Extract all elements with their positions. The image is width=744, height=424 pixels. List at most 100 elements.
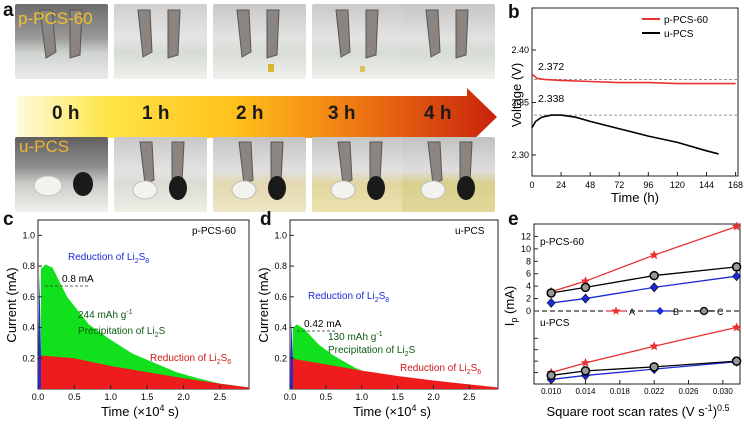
panel-d-ytick-label-0: 0.2 (274, 353, 287, 363)
panel-b-xtick-label-4: 96 (643, 180, 653, 190)
photo-top-3h (312, 4, 405, 79)
panel-e-point-3-1 (580, 357, 591, 367)
panel-b-legend-1: u-PCS (664, 29, 694, 40)
panel-e-xtick-label-4: 0.026 (678, 387, 699, 396)
panel-d-note-s6: Reduction of Li2S6 (400, 363, 481, 376)
panel-d-title: u-PCS (455, 226, 485, 237)
panel-c-xtick-label-1: 0.5 (68, 392, 81, 402)
panel-c-precipitation: Precipitation of Li2S (78, 326, 166, 339)
photo-bottom-2h (213, 137, 306, 212)
panel-b-series-p-PCS-60 (531, 73, 736, 85)
panel-c-label: c (3, 209, 14, 230)
panel-a-drawings (17, 9, 497, 146)
panel-e-point-1-2 (649, 282, 659, 293)
panel-c-ytick-label-2: 0.6 (22, 292, 35, 302)
panel-c-ylabel: Current (mA) (4, 267, 19, 342)
panel-c-xtick-label-0: 0.0 (32, 392, 45, 402)
panel-d-label: d (260, 209, 272, 230)
panel-e-xtick-label-1: 0.014 (575, 387, 596, 396)
panel-e-legend-marker-0 (611, 306, 621, 315)
panel-d-ytick-label-4: 1.0 (274, 230, 287, 240)
panel-e-xtick-label-2: 0.018 (610, 387, 631, 396)
panel-e-ytick-label-1: 2 (526, 294, 531, 304)
panel-d-xtick-label-2: 1.0 (355, 392, 368, 402)
photo-top-2h (213, 4, 306, 79)
panel-d-area-reduction-s6 (290, 358, 498, 389)
panel-c-note-s8: Reduction of Li2S8 (68, 252, 149, 265)
panel-e-point-3-2 (649, 341, 659, 351)
panel-b-frame (531, 7, 739, 177)
panel-b-xtick-label-5: 120 (670, 180, 685, 190)
panel-b-annot-2372: 2.372 (538, 61, 564, 73)
panel-b-xtick-label-6: 144 (699, 180, 714, 190)
panel-c-area-reduction-s6 (38, 355, 249, 389)
panel-c-xlabel: Time (×104 s) (101, 403, 179, 419)
panel-c-capacity: 244 mAh g-1 (78, 309, 133, 321)
panel-c-ytick-label-4: 1.0 (22, 230, 35, 240)
panel-e-point-3-3 (731, 322, 742, 332)
panel-d-xtick-label-5: 2.5 (463, 392, 476, 402)
panel-e-point-5-0 (546, 370, 556, 381)
panel-e-legend-label-2: C (717, 307, 724, 317)
panel-d-xtick-label-1: 0.5 (320, 392, 333, 402)
photo-bottom-1h (114, 137, 207, 212)
time-label-3h: 3 h (328, 103, 356, 124)
photo-bottom-4h (402, 137, 495, 212)
panel-e-point-2-2 (649, 270, 659, 281)
panel-e-series-line-0 (550, 225, 737, 293)
panel-c-ytick-label-1: 0.4 (22, 323, 35, 333)
panel-b-chart: 2.30 2.35 2.40 0 24 48 72 96 120 144 168 2.372 2.… (509, 7, 743, 205)
panel-b-annot-2338: 2.338 (538, 93, 564, 105)
panel-e-ytick-label-0: 0 (526, 306, 531, 316)
panel-d-chart: 0.2 0.4 0.6 0.8 1.0 0.0 0.5 1.0 1.5 2.0 2.5 0.42 … (256, 219, 499, 419)
panel-c-ytick-label-3: 0.8 (22, 261, 35, 271)
photo-bottom-3h (312, 137, 405, 212)
photo-bottom-0h (15, 137, 108, 212)
panel-c-title: p-PCS-60 (192, 226, 236, 237)
panel-b-xtick-label-2: 48 (585, 180, 595, 190)
panel-e-point-1-1 (581, 293, 590, 304)
photo-top-4h (402, 4, 495, 79)
panel-e-ytick-label-4: 8 (526, 256, 531, 266)
panel-e-ytick-label-3: 6 (526, 269, 531, 279)
panel-e-ytick-label-2: 4 (526, 281, 531, 291)
panel-c-xtick-label-3: 1.5 (141, 392, 154, 402)
panel-b-ytick-label-2: 2.40 (511, 45, 529, 55)
panel-d-xtick-label-4: 2.0 (427, 392, 440, 402)
panel-d-ytick-label-3: 0.8 (274, 261, 287, 271)
panel-d-peak-label: 0.42 mA (304, 319, 342, 330)
panel-b-xtick-label-1: 24 (556, 180, 566, 190)
panel-e-legend-label-0: A (629, 307, 635, 317)
time-label-0h: 0 h (52, 103, 80, 124)
panel-e-xlabel: Square root scan rates (V s-1)0.5 (546, 403, 729, 419)
panel-b-ylabel: Voltage (V) (509, 63, 524, 127)
panel-b-xtick-label-7: 168 (728, 180, 743, 190)
panel-e-ytick-label-5: 10 (521, 244, 531, 254)
panel-e-series-line-4 (551, 361, 737, 381)
panel-e-bottom-title: u-PCS (540, 318, 570, 329)
panel-e-series-line-1 (551, 275, 737, 304)
panel-e-point-0-3 (731, 221, 742, 231)
panel-b-xtick-label-3: 72 (614, 180, 624, 190)
bottom-sample-label: u-PCS (19, 137, 70, 156)
panel-e-frame (533, 223, 741, 385)
panel-a-bottom-drawings (33, 141, 475, 200)
panel-d-xtick-label-3: 1.5 (391, 392, 404, 402)
panel-b-xtick-label-0: 0 (529, 180, 534, 190)
panel-d-note-s8: Reduction of Li2S8 (308, 291, 389, 304)
panel-c-xtick-label-2: 1.0 (105, 392, 118, 402)
panel-e-point-0-1 (580, 276, 591, 286)
panel-b-ytick-label-1: 2.35 (511, 98, 529, 108)
panel-e-point-0-2 (649, 250, 659, 260)
panel-e-ytick-label-6: 12 (521, 231, 531, 241)
panel-d-precipitation: Precipitation of Li2S (328, 345, 416, 358)
panel-b-legend-0: p-PCS-60 (664, 15, 708, 26)
time-label-4h: 4 h (424, 103, 452, 124)
panel-e-point-2-1 (580, 282, 591, 293)
time-label-1h: 1 h (142, 103, 170, 124)
panel-e-point-2-3 (731, 262, 742, 272)
photo-top-1h (114, 4, 207, 79)
panel-c-chart: 0.2 0.4 0.6 0.8 1.0 0.0 0.5 1.0 1.5 2.0 2.5 0.8 m… (4, 219, 250, 419)
panel-e-chart: 0 2 4 6 8 10 12 0.010 0.014 0.018 0.022 0.026 0.030… (502, 221, 742, 419)
panel-e-point-1-0 (546, 297, 556, 308)
